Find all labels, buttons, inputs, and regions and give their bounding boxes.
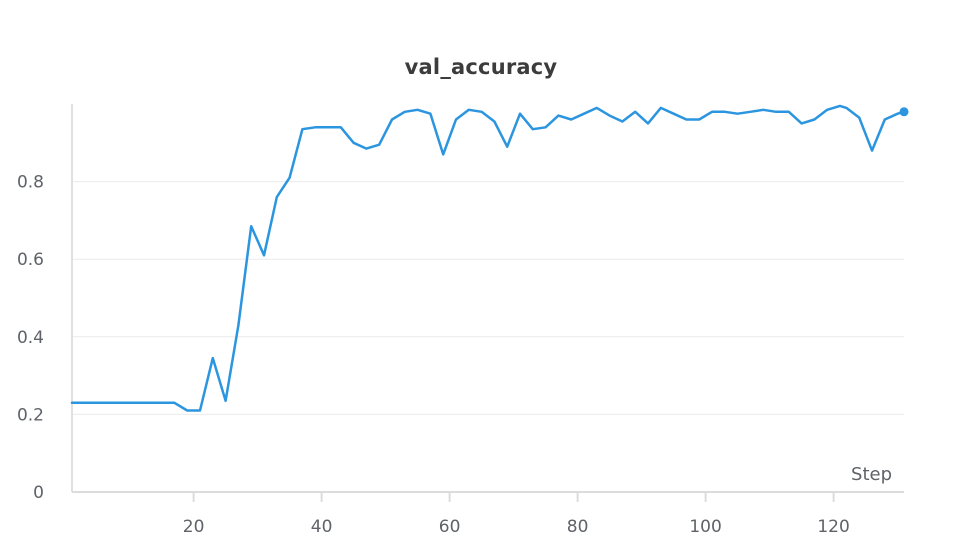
x-tick-label: 80 xyxy=(567,517,589,537)
y-tick-label: 0.6 xyxy=(17,250,44,270)
y-tick-label: 0 xyxy=(33,483,44,503)
tick-labels: 0 0.2 0.4 0.6 0.8 20 40 60 80 100 120 xyxy=(17,173,850,537)
x-tick-label: 120 xyxy=(817,517,849,537)
x-tick-label: 100 xyxy=(689,517,721,537)
grid-lines xyxy=(72,181,904,415)
x-tick-label: 20 xyxy=(183,517,205,537)
series-line xyxy=(70,104,906,412)
x-tick-label: 40 xyxy=(311,517,333,537)
y-tick-label: 0.4 xyxy=(17,328,44,348)
last-point-marker xyxy=(899,107,909,117)
x-axis-label: Step xyxy=(851,464,892,485)
x-tick-label: 60 xyxy=(439,517,461,537)
y-tick-label: 0.2 xyxy=(17,405,44,425)
chart-title: val_accuracy xyxy=(404,55,558,79)
y-tick-label: 0.8 xyxy=(17,173,44,193)
axes xyxy=(71,104,904,502)
series xyxy=(70,104,909,412)
